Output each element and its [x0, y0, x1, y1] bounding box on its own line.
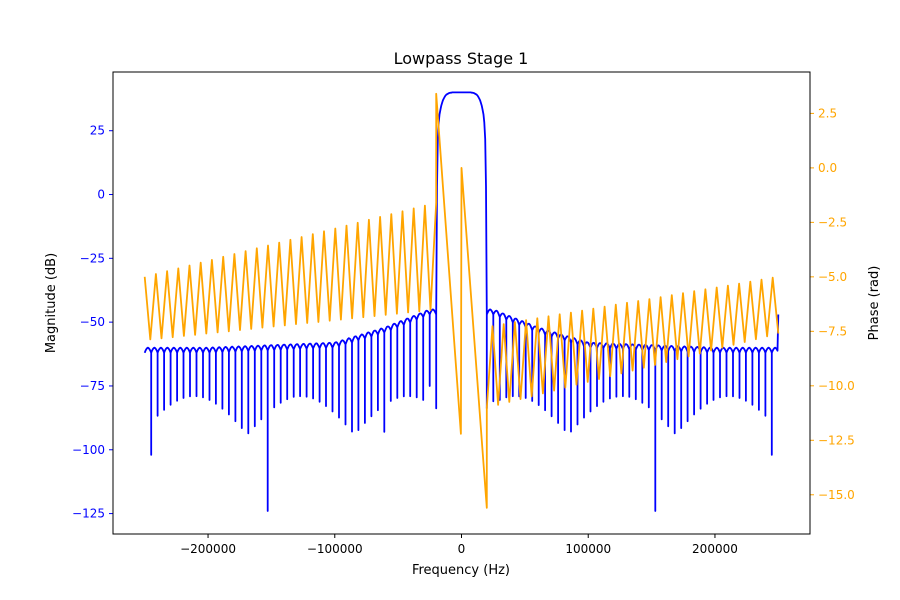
- x-tick-label: 100000: [565, 542, 611, 556]
- y-right-tick-label: 2.5: [818, 106, 837, 120]
- y-left-tick-label: 0: [97, 188, 105, 202]
- x-axis-label: Frequency (Hz): [412, 563, 510, 578]
- y-left-tick-label: −75: [80, 379, 105, 393]
- y-axis-left: 25 0 −25 −50 −75 −100 −125: [72, 124, 113, 521]
- x-tick-label: −100000: [307, 542, 363, 556]
- x-axis: −200000 −100000 0 100000 200000: [180, 534, 738, 556]
- y-left-tick-label: 25: [90, 124, 105, 138]
- x-tick-label: −200000: [180, 542, 236, 556]
- y-right-tick-label: −5.0: [818, 270, 847, 284]
- x-tick-label: 200000: [692, 542, 738, 556]
- y-right-tick-label: −12.5: [818, 433, 855, 447]
- y-left-tick-label: −100: [72, 443, 105, 457]
- phase-series-line: [143, 92, 780, 509]
- y-left-tick-label: −25: [80, 251, 105, 265]
- y-right-tick-label: −15.0: [818, 488, 855, 502]
- y-right-tick-label: −10.0: [818, 379, 855, 393]
- plot-area: [143, 91, 780, 512]
- y-axis-right-label: Phase (rad): [867, 266, 882, 341]
- y-axis-right: 2.5 0.0 −2.5 −5.0 −7.5 −10.0 −12.5 −15.0: [810, 106, 855, 502]
- y-right-tick-label: −7.5: [818, 324, 847, 338]
- magnitude-series-line: [143, 91, 780, 512]
- plot-frame: [112, 71, 811, 535]
- y-axis-left-label: Magnitude (dB): [44, 253, 59, 353]
- x-tick-label: 0: [458, 542, 466, 556]
- y-left-tick-label: −50: [80, 315, 105, 329]
- y-right-tick-label: 0.0: [818, 161, 837, 175]
- chart-title: Lowpass Stage 1: [394, 49, 529, 68]
- y-left-tick-label: −125: [72, 507, 105, 521]
- y-right-tick-label: −2.5: [818, 215, 847, 229]
